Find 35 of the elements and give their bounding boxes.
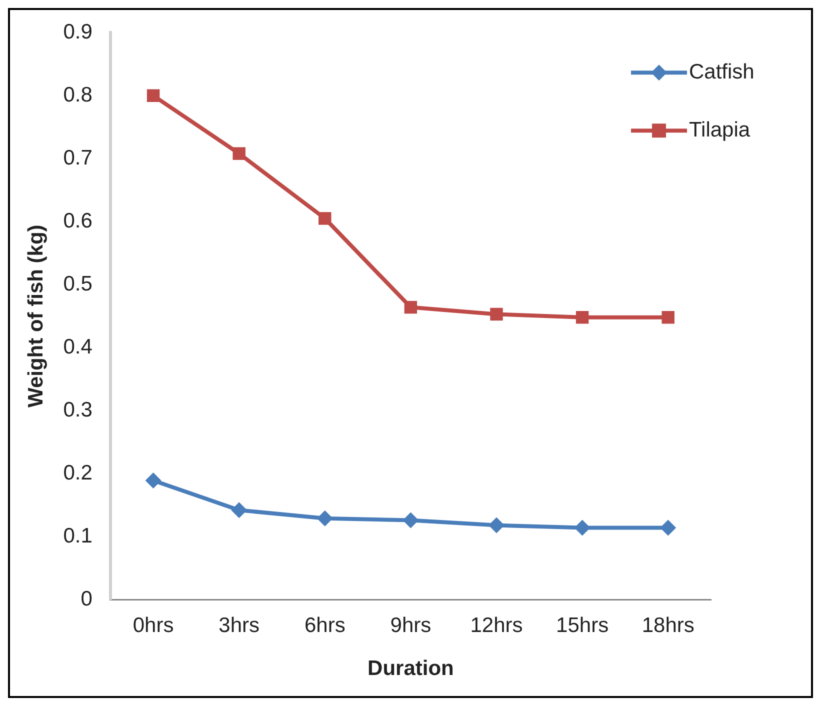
y-tick-label: 0.5	[63, 272, 92, 296]
y-tick-label: 0.8	[63, 83, 92, 106]
y-tick-label: 0.9	[63, 20, 92, 44]
point	[404, 300, 418, 314]
point	[232, 147, 246, 160]
point	[490, 308, 503, 321]
y-tick-label: 0.6	[63, 209, 92, 232]
y-tick-label: 0.7	[63, 146, 92, 170]
y-tick-label: 0.4	[63, 335, 93, 358]
y-tick-label: 0.2	[63, 461, 92, 484]
point	[576, 310, 589, 324]
x-tick-label: 15hrs	[556, 614, 609, 637]
point	[488, 517, 504, 534]
point	[146, 89, 160, 102]
y-tick-label: 0.1	[63, 524, 92, 548]
x-tick-label: 12hrs	[470, 614, 523, 637]
point	[145, 472, 162, 489]
point	[231, 502, 248, 518]
point	[318, 212, 332, 225]
point	[402, 512, 419, 528]
legend-label: Catfish	[689, 60, 754, 84]
point	[660, 520, 676, 536]
x-tick-label: 3hrs	[218, 614, 260, 637]
y-tick-label: 0.3	[63, 398, 92, 422]
y-axis-title: Weight of fish (kg)	[24, 224, 48, 408]
x-axis-title: Duration	[368, 657, 454, 680]
x-tick-label: 18hrs	[642, 614, 694, 637]
y-tick-label: 0	[80, 587, 92, 610]
x-tick-label: 0hrs	[132, 614, 174, 637]
point	[316, 510, 333, 526]
legend-label: Tilapia	[689, 118, 750, 142]
point	[574, 520, 590, 536]
x-tick-label: 9hrs	[390, 614, 432, 637]
x-tick-label: 6hrs	[304, 614, 346, 637]
point	[662, 310, 674, 324]
